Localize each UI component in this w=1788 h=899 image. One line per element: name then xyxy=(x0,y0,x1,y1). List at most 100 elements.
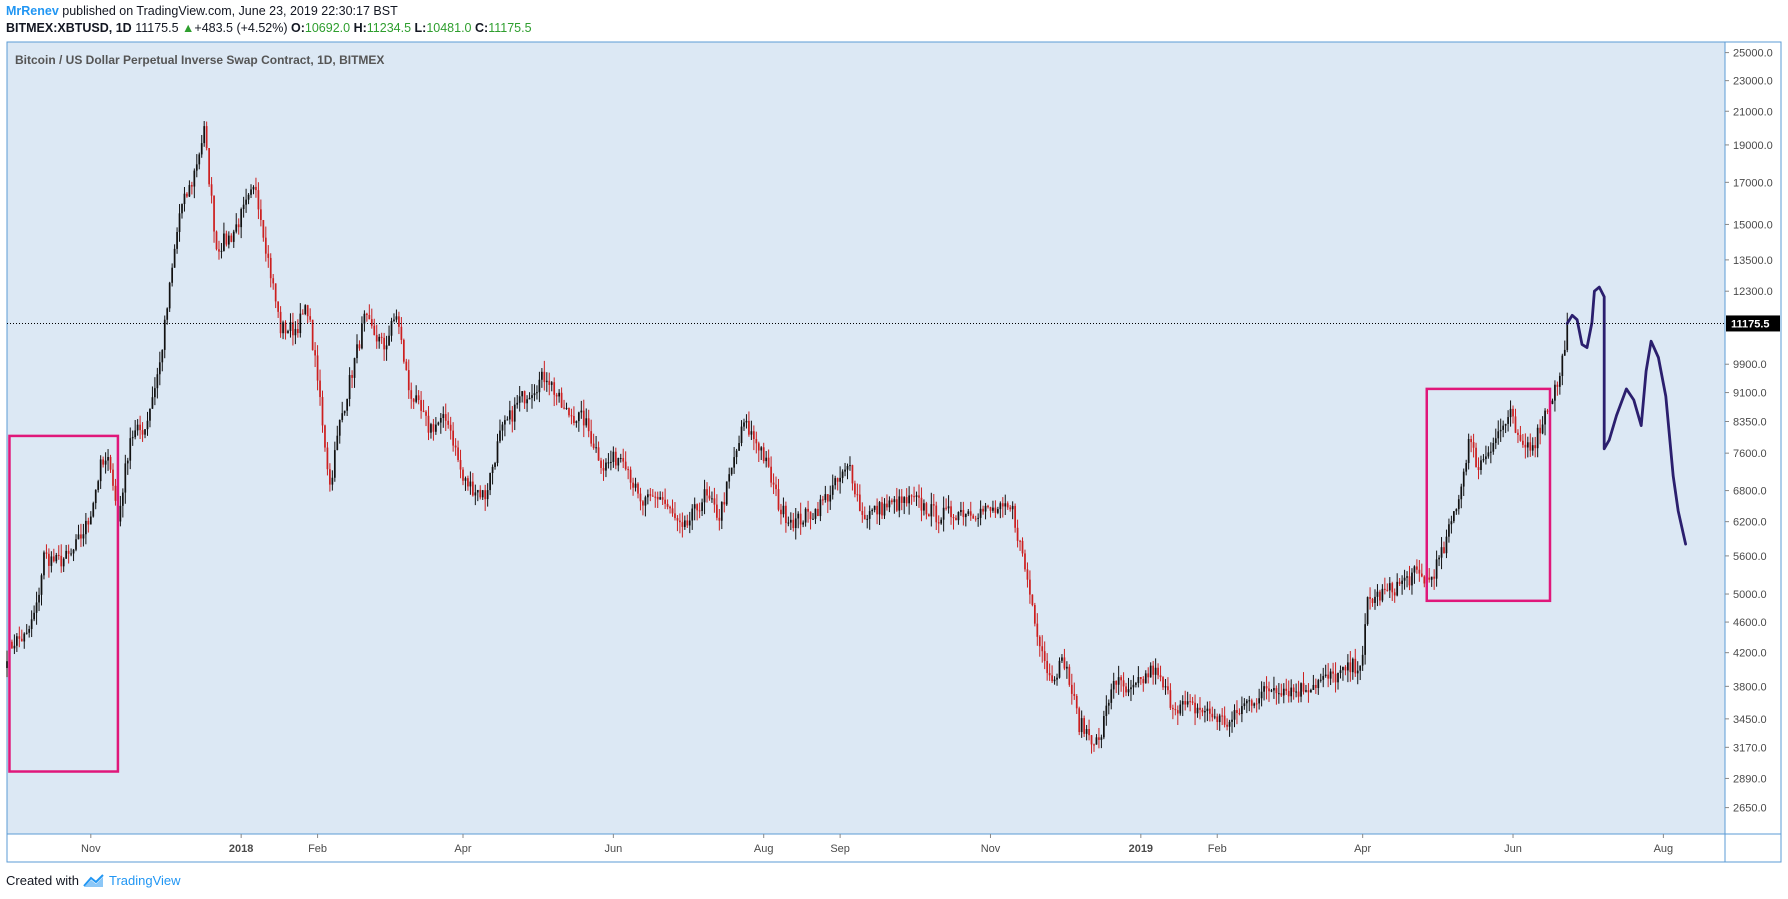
candle[interactable] xyxy=(48,548,50,578)
candle[interactable] xyxy=(866,514,869,529)
candle[interactable] xyxy=(33,605,35,622)
candle[interactable] xyxy=(612,446,615,468)
candle[interactable] xyxy=(935,501,938,531)
candle[interactable] xyxy=(775,476,777,497)
candle[interactable] xyxy=(504,415,506,437)
candle[interactable] xyxy=(994,500,997,518)
candle[interactable] xyxy=(733,447,735,474)
candle[interactable] xyxy=(208,147,210,187)
candle[interactable] xyxy=(1388,577,1391,598)
candle[interactable] xyxy=(407,359,410,399)
candle[interactable] xyxy=(114,478,117,506)
candle[interactable] xyxy=(1443,541,1445,554)
candle[interactable] xyxy=(171,263,174,287)
time-axis[interactable] xyxy=(7,834,1781,862)
candle[interactable] xyxy=(287,329,289,334)
candle[interactable] xyxy=(1152,660,1155,685)
candle[interactable] xyxy=(50,551,53,573)
author-name[interactable]: MrRenev xyxy=(6,4,59,18)
candle[interactable] xyxy=(755,431,758,454)
candle[interactable] xyxy=(87,517,90,533)
candle[interactable] xyxy=(1117,665,1120,695)
candle[interactable] xyxy=(794,507,797,540)
candle[interactable] xyxy=(760,446,763,460)
candle[interactable] xyxy=(743,418,745,431)
candle[interactable] xyxy=(301,309,304,315)
candle[interactable] xyxy=(619,453,622,463)
candle[interactable] xyxy=(1075,694,1078,715)
candle[interactable] xyxy=(1248,695,1251,712)
candle[interactable] xyxy=(252,185,255,195)
candle[interactable] xyxy=(777,478,780,512)
candle[interactable] xyxy=(748,411,750,437)
candle[interactable] xyxy=(235,213,238,234)
candle[interactable] xyxy=(1312,674,1315,690)
candle[interactable] xyxy=(841,469,844,484)
candle[interactable] xyxy=(555,392,558,406)
candle[interactable] xyxy=(1529,433,1532,457)
candle[interactable] xyxy=(198,152,201,170)
candle[interactable] xyxy=(65,544,68,559)
candle[interactable] xyxy=(1277,682,1280,704)
candle[interactable] xyxy=(191,181,193,195)
candle[interactable] xyxy=(945,498,947,511)
candle[interactable] xyxy=(311,319,314,351)
candle[interactable] xyxy=(908,486,910,515)
candle[interactable] xyxy=(136,419,139,436)
candle[interactable] xyxy=(745,414,748,429)
candle[interactable] xyxy=(895,487,898,512)
candle[interactable] xyxy=(730,467,733,476)
candle[interactable] xyxy=(651,489,654,497)
candle[interactable] xyxy=(957,511,960,525)
candle[interactable] xyxy=(1369,587,1371,610)
candle[interactable] xyxy=(28,625,31,638)
candle[interactable] xyxy=(1531,437,1534,456)
candle[interactable] xyxy=(1411,568,1413,595)
candle[interactable] xyxy=(570,408,573,425)
candle[interactable] xyxy=(417,390,420,405)
candle[interactable] xyxy=(1440,537,1443,570)
candle[interactable] xyxy=(1292,684,1295,700)
candle[interactable] xyxy=(757,441,760,463)
candle[interactable] xyxy=(903,496,906,515)
candle[interactable] xyxy=(1167,677,1169,695)
candle[interactable] xyxy=(1472,433,1475,458)
candle[interactable] xyxy=(804,507,807,527)
candle[interactable] xyxy=(1300,682,1302,703)
candle[interactable] xyxy=(368,304,371,320)
candle[interactable] xyxy=(30,610,33,638)
candle[interactable] xyxy=(1265,676,1268,700)
candle[interactable] xyxy=(1162,676,1164,691)
candle[interactable] xyxy=(814,508,817,524)
candle[interactable] xyxy=(1497,420,1500,445)
candle[interactable] xyxy=(765,451,768,468)
candle[interactable] xyxy=(898,489,901,518)
candle[interactable] xyxy=(696,503,699,521)
candle[interactable] xyxy=(1179,700,1182,716)
candle[interactable] xyxy=(1332,662,1334,683)
candle[interactable] xyxy=(336,425,339,451)
candle[interactable] xyxy=(661,491,664,506)
candle[interactable] xyxy=(1053,676,1056,685)
candle[interactable] xyxy=(314,342,316,368)
candle[interactable] xyxy=(1223,706,1226,728)
candle[interactable] xyxy=(452,422,455,452)
candle[interactable] xyxy=(134,420,137,440)
candle[interactable] xyxy=(1563,340,1566,356)
candle[interactable] xyxy=(1403,569,1406,590)
candle[interactable] xyxy=(215,230,218,251)
candle[interactable] xyxy=(1149,662,1152,678)
candle[interactable] xyxy=(1112,672,1115,699)
candle[interactable] xyxy=(1317,678,1320,695)
candle[interactable] xyxy=(637,482,639,499)
candle[interactable] xyxy=(1507,410,1509,432)
candle[interactable] xyxy=(57,545,60,560)
candle[interactable] xyxy=(720,501,723,530)
candle[interactable] xyxy=(1420,563,1423,578)
candle[interactable] xyxy=(1122,672,1125,698)
candle[interactable] xyxy=(467,475,469,491)
candle[interactable] xyxy=(425,410,427,427)
highlight-box-2019[interactable] xyxy=(1425,387,1552,603)
candle[interactable] xyxy=(809,511,812,530)
candle[interactable] xyxy=(6,650,8,678)
